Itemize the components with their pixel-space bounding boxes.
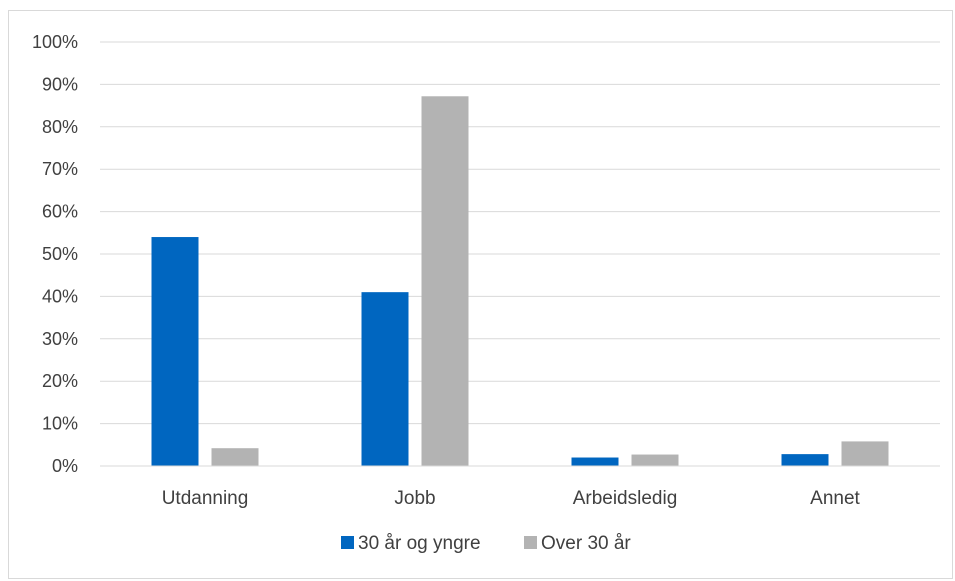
x-category-label: Jobb [394, 488, 435, 509]
legend: 30 år og yngre Over 30 år [341, 533, 631, 554]
y-tick-label: 90% [42, 74, 78, 94]
x-axis: Utdanning Jobb Arbeidsledig Annet [100, 465, 940, 509]
x-category-label: Annet [810, 488, 860, 509]
bar-arbeidsledig-series-2 [631, 454, 679, 466]
y-tick-label: 60% [42, 202, 78, 222]
y-tick-label: 100% [32, 32, 78, 52]
bar-annet-series-2 [841, 441, 889, 466]
y-tick-label: 80% [42, 117, 78, 137]
bar-arbeidsledig-series-1 [571, 457, 619, 466]
y-tick-label: 20% [42, 371, 78, 391]
legend-swatch [524, 536, 537, 549]
bar-utdanning-series-2 [211, 448, 259, 466]
gridlines [100, 41, 940, 425]
y-tick-label: 70% [42, 159, 78, 179]
legend-swatch [341, 536, 354, 549]
y-tick-label: 30% [42, 329, 78, 349]
y-tick-label: 0% [52, 456, 78, 476]
y-tick-label: 10% [42, 414, 78, 434]
y-tick-label: 40% [42, 286, 78, 306]
x-category-label: Utdanning [162, 488, 249, 509]
y-tick-label: 50% [42, 244, 78, 264]
bars [151, 96, 889, 466]
bar-utdanning-series-1 [151, 237, 199, 466]
bar-jobb-series-1 [361, 292, 409, 466]
bar-annet-series-1 [781, 454, 829, 466]
bar-jobb-series-2 [421, 96, 469, 466]
x-category-label: Arbeidsledig [573, 488, 678, 509]
legend-label: 30 år og yngre [358, 533, 481, 554]
y-axis-ticks: 0% 10% 20% 30% 40% 50% 60% 70% 80% 90% 100% [32, 32, 78, 476]
legend-label: Over 30 år [541, 533, 631, 554]
